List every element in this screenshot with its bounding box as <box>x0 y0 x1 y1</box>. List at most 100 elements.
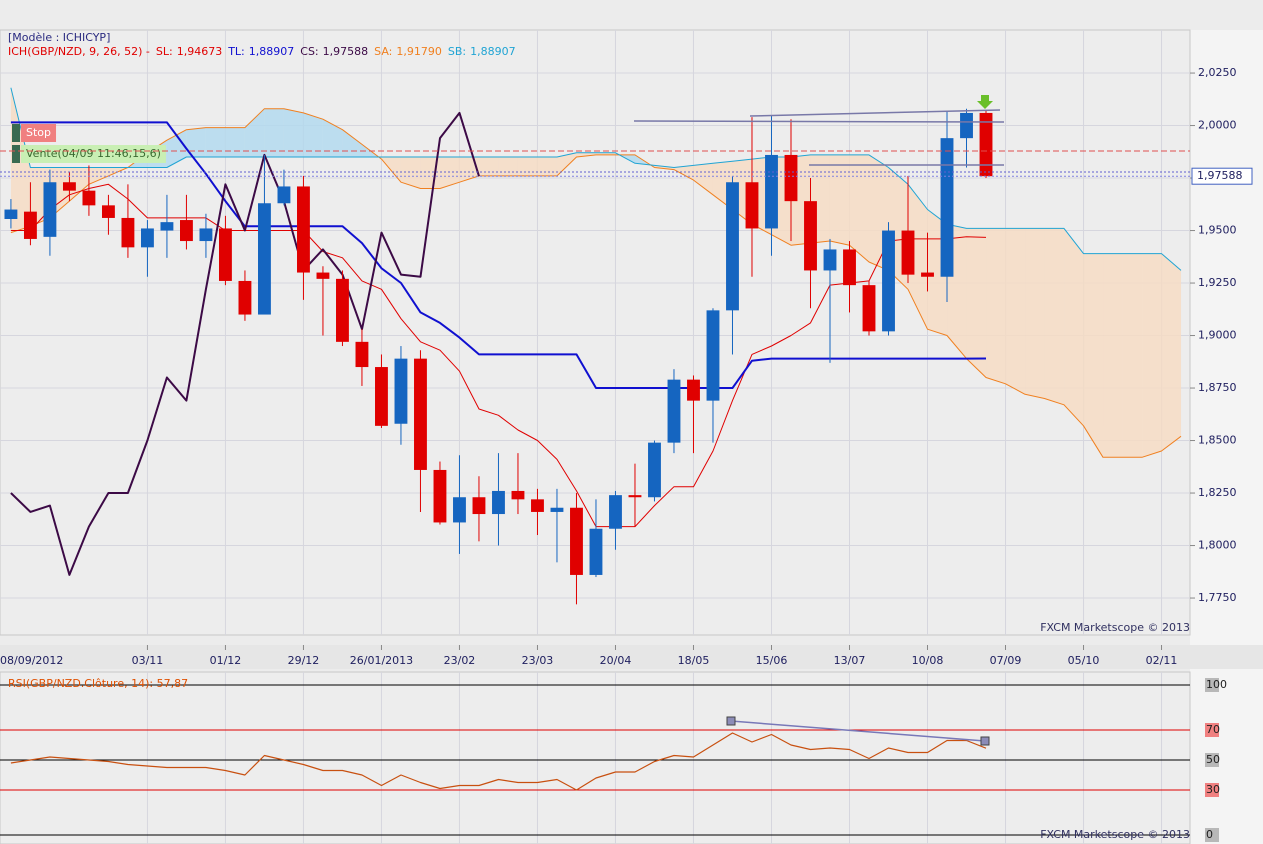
cloud-segment <box>537 157 557 176</box>
legend: ICH(GBP/NZD, 9, 26, 52) - SL: 1,94673 TL: 1,… <box>8 45 516 58</box>
x-tick-label: 15/06 <box>756 654 788 667</box>
legend-name: SB: <box>448 45 466 58</box>
cloud-segment <box>1161 253 1182 452</box>
annotation-flag <box>12 124 20 142</box>
candle-body <box>862 285 876 332</box>
cloud-segment <box>1025 228 1045 399</box>
cloud-segment <box>303 112 323 158</box>
cloud-segment <box>420 157 440 189</box>
y-tick-label: 2,0250 <box>1198 66 1237 79</box>
candle-body <box>726 182 739 311</box>
candle-body <box>23 211 37 239</box>
y-tick-label: 0 <box>1206 828 1213 841</box>
cloud-segment <box>556 152 577 176</box>
cloud-segment <box>498 157 518 176</box>
price-panel: 08/09/2012 03/11 01/12 29/12 26/01/2013 23/02… <box>0 29 1253 667</box>
legend-indicator: ICH(GBP/NZD, 9, 26, 52) - <box>8 45 150 58</box>
annotation-flag <box>12 145 20 163</box>
candle-body <box>979 112 993 177</box>
y-tick-box <box>1205 753 1219 767</box>
candle-body <box>472 497 486 515</box>
cloud-segment <box>400 157 421 189</box>
candle-body <box>336 278 349 342</box>
x-tick-label: 26/01/2013 <box>350 654 413 667</box>
candle-body <box>394 358 408 424</box>
legend-value: 1,91790 <box>396 45 442 58</box>
candle-body <box>706 310 720 401</box>
cloud-segment <box>908 184 928 330</box>
cloud-segment <box>1083 253 1104 458</box>
candle-body <box>960 112 973 139</box>
y-tick-label: 1,7750 <box>1198 591 1237 604</box>
y-tick-box <box>1205 783 1219 797</box>
cloud-segment <box>986 228 1006 384</box>
x-tick-label: 20/04 <box>600 654 632 667</box>
candle-body <box>667 379 681 443</box>
x-tick-label: 10/08 <box>912 654 944 667</box>
candle-body <box>297 186 310 273</box>
rsi-panel: 0 30 50 70 100 <box>0 671 1227 844</box>
last-price-label: 1,97588 <box>1197 169 1243 182</box>
cloud-segment <box>283 108 304 158</box>
candle-body <box>609 495 622 529</box>
candle-body <box>843 249 856 286</box>
legend-value: 1,97588 <box>323 45 369 58</box>
candle-body <box>784 154 798 202</box>
price-axis <box>1190 28 1263 844</box>
candle-body <box>765 154 778 229</box>
legend-value: 1,88907 <box>470 45 516 58</box>
cloud-segment <box>166 129 187 168</box>
annotation-box <box>21 145 166 163</box>
indicator-line <box>10 111 480 576</box>
y-tick-box <box>1205 678 1219 692</box>
candle-body <box>316 272 330 279</box>
x-tick-label: 23/02 <box>444 654 476 667</box>
candle-body <box>140 228 154 248</box>
candle-body <box>940 138 954 277</box>
candle-body <box>628 495 642 498</box>
y-tick-box <box>1205 828 1219 842</box>
trend-handle <box>726 716 736 726</box>
cloud-segment <box>829 154 850 246</box>
cloud-segment <box>1142 253 1162 458</box>
candle-body <box>238 280 252 315</box>
candle-body <box>433 469 447 523</box>
cloud-segment <box>439 157 460 189</box>
y-tick-label: 1,8250 <box>1198 486 1237 499</box>
candle-body <box>82 190 96 206</box>
cloud-segment <box>205 127 226 158</box>
cloud-segment <box>849 154 870 263</box>
candle-body <box>453 497 466 523</box>
candle-body <box>492 490 505 515</box>
cloud-segment <box>244 108 265 158</box>
header <box>0 0 1263 30</box>
candle-body <box>277 186 291 204</box>
annotation-label: Stop <box>26 126 51 139</box>
watermark: FXCM Marketscope © 2013 <box>1040 828 1190 841</box>
cloud-segment <box>225 127 245 158</box>
candle-body <box>414 358 427 470</box>
y-tick-box <box>1205 723 1219 737</box>
cloud-segment <box>478 157 499 176</box>
trend-line <box>633 120 1005 123</box>
annotation-label: Vente(04/09 11:46,15,6) <box>26 147 161 160</box>
x-tick-label: 29/12 <box>288 654 320 667</box>
indicator-line <box>10 121 987 389</box>
cloud-segment <box>342 129 362 158</box>
candle-body <box>921 272 934 277</box>
y-tick-label: 1,9500 <box>1198 224 1237 237</box>
cloud-segment <box>1103 253 1123 458</box>
candle-body <box>901 230 915 275</box>
cloud-segment <box>264 108 284 158</box>
candle-body <box>687 379 700 401</box>
candle-body <box>160 222 174 231</box>
candle-body <box>882 230 895 332</box>
y-tick-label: 70 <box>1206 723 1220 736</box>
candle-body <box>199 228 213 242</box>
candle-body <box>804 201 817 271</box>
candle-body <box>589 528 603 575</box>
legend-value: 1,94673 <box>177 45 223 58</box>
